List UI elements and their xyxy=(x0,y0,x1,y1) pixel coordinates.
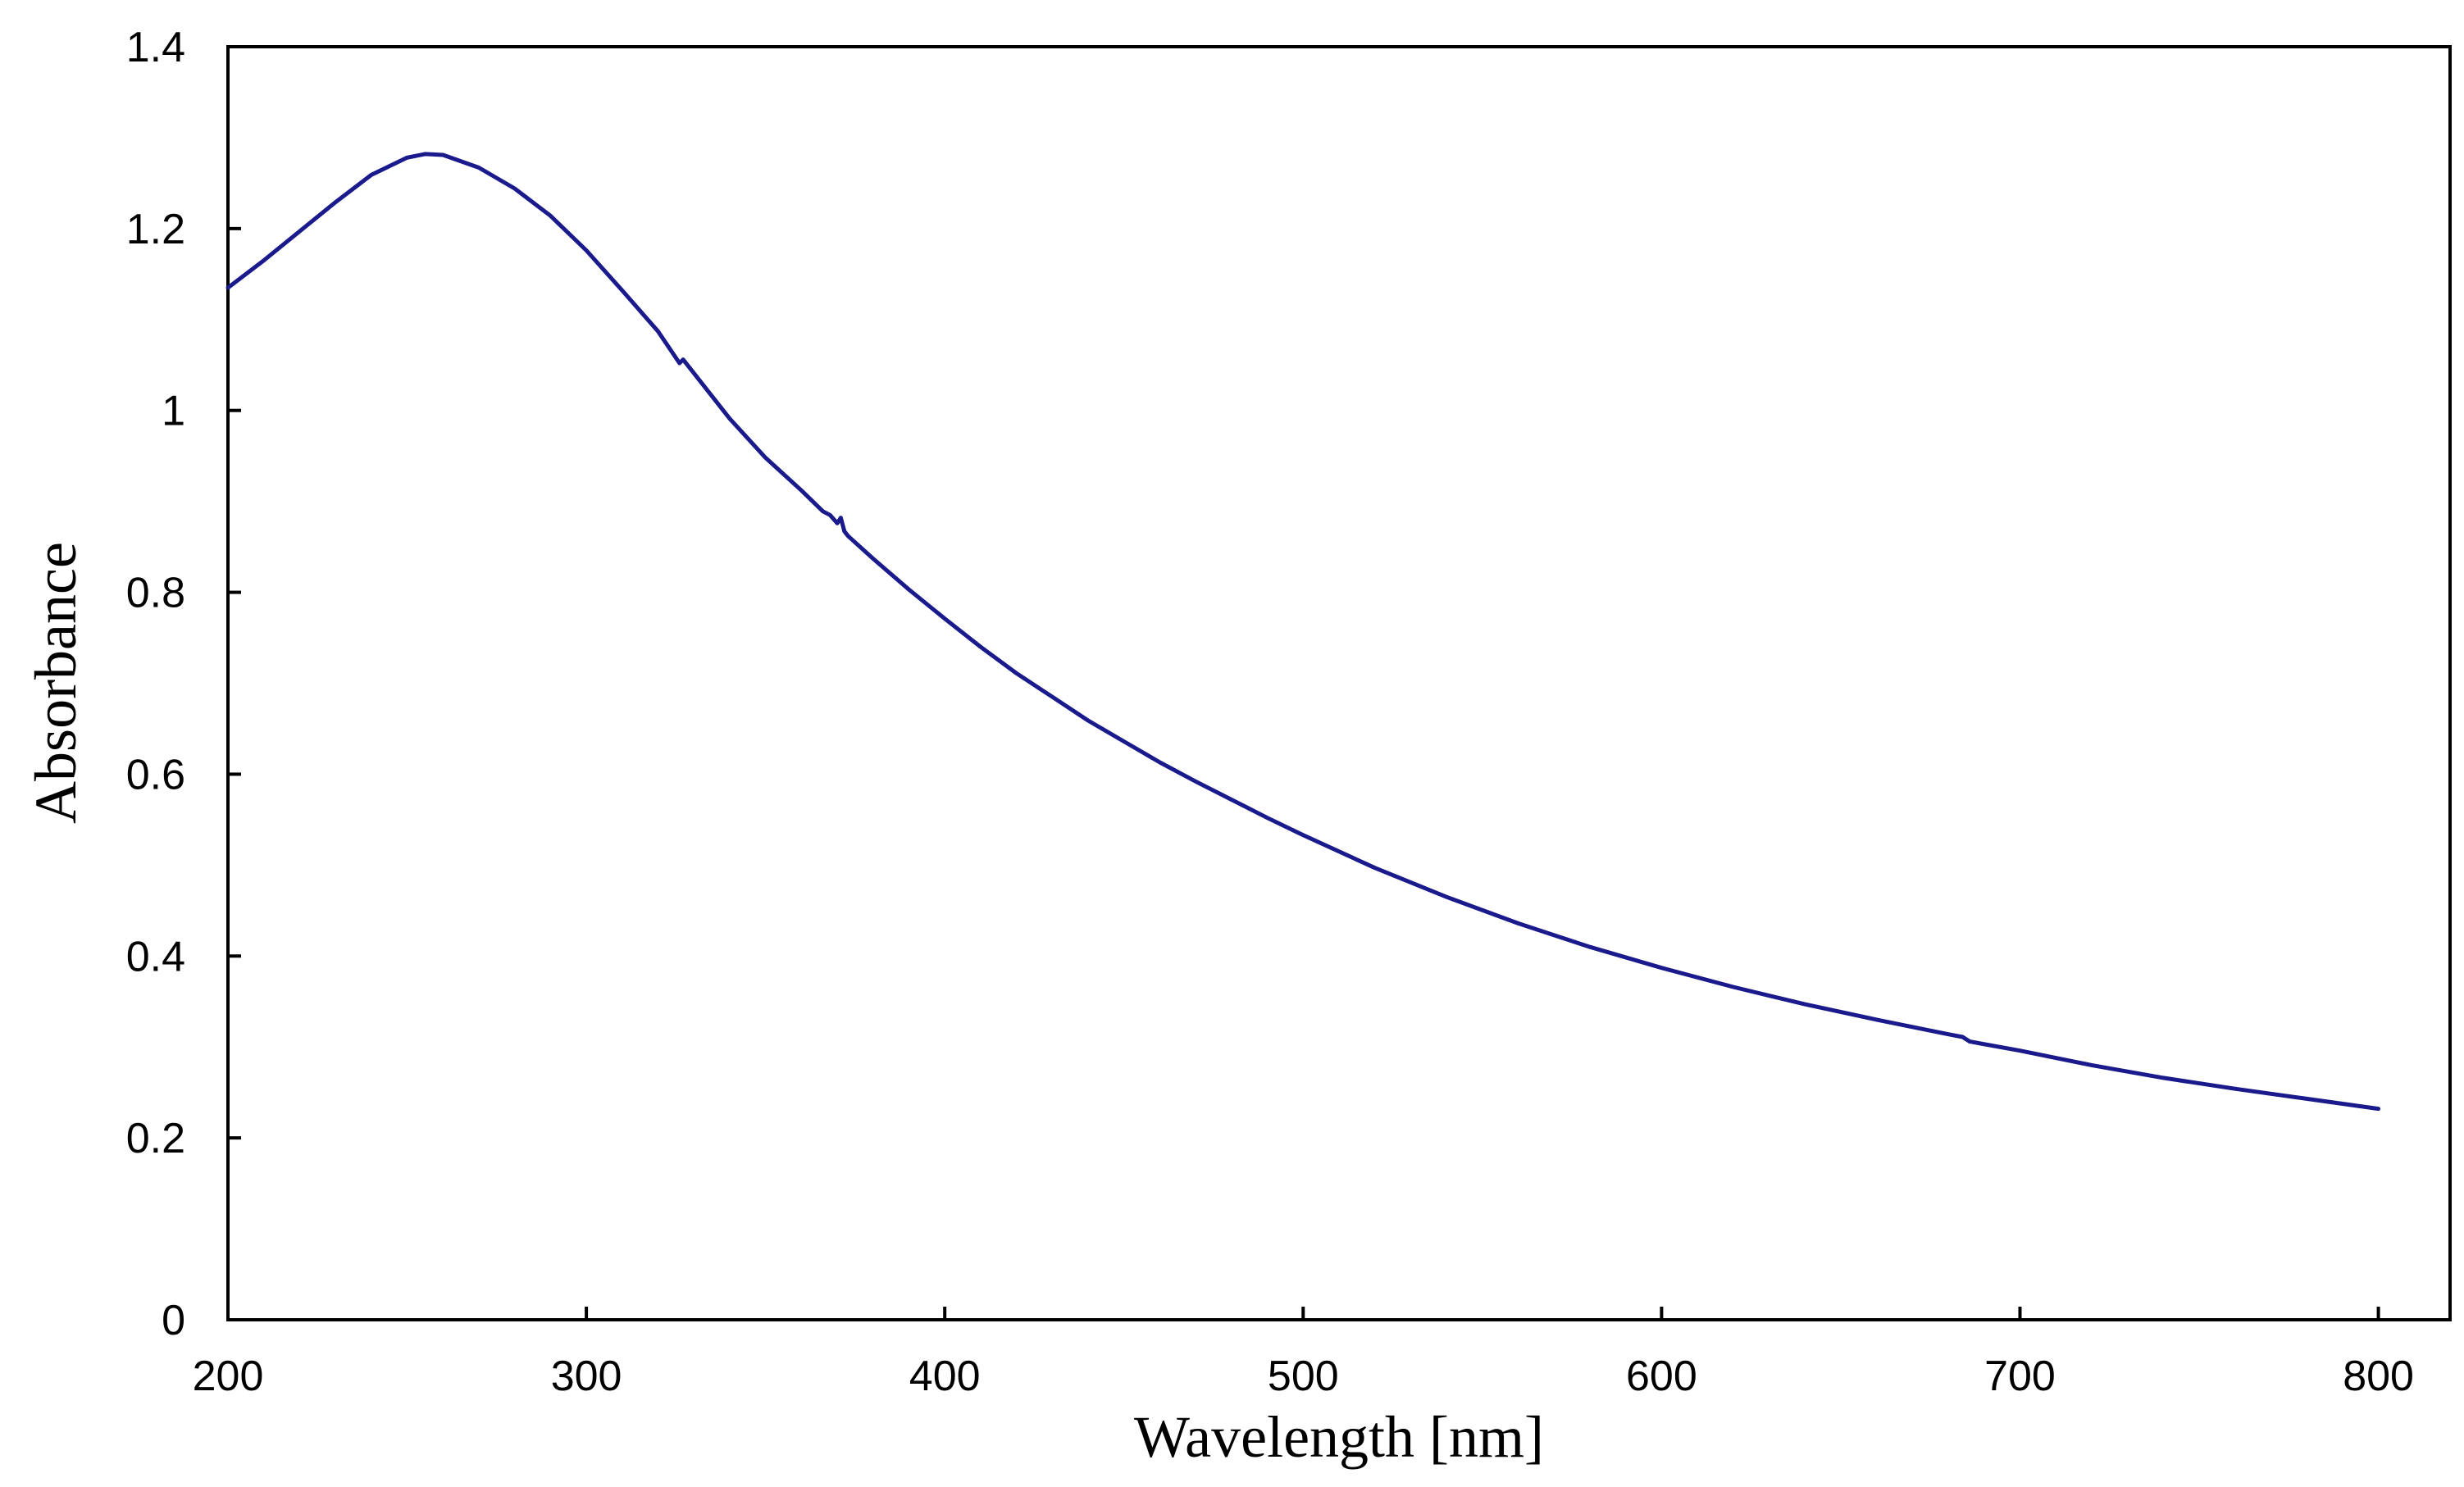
y-tick-label: 0.4 xyxy=(126,933,185,980)
x-tick-label: 400 xyxy=(909,1353,981,1400)
y-axis: 0 0.2 0.4 0.6 0.8 1 1.2 1.4 xyxy=(126,24,241,1344)
x-tick-label: 600 xyxy=(1626,1353,1697,1400)
y-tick-label: 0.6 xyxy=(126,751,185,798)
y-tick-label: 0.8 xyxy=(126,570,185,617)
x-axis: 200 300 400 500 600 700 800 xyxy=(193,1307,2414,1400)
y-tick-label: 0.2 xyxy=(126,1115,185,1162)
x-tick-label: 300 xyxy=(551,1353,622,1400)
y-tick-label: 1 xyxy=(162,388,185,435)
y-tick-label: 0 xyxy=(162,1297,185,1344)
y-axis-title: Absorbance xyxy=(23,542,89,824)
absorbance-curve xyxy=(225,152,2381,1112)
y-tick-label: 1.2 xyxy=(126,206,185,253)
plot-frame xyxy=(226,45,2452,1321)
y-tick-label: 1.4 xyxy=(126,24,185,71)
x-tick-label: 700 xyxy=(1984,1353,2056,1400)
x-tick-label: 800 xyxy=(2343,1353,2414,1400)
x-tick-label: 200 xyxy=(193,1353,264,1400)
x-axis-title: Wavelength [nm] xyxy=(1134,1404,1544,1470)
x-tick-label: 500 xyxy=(1268,1353,1339,1400)
